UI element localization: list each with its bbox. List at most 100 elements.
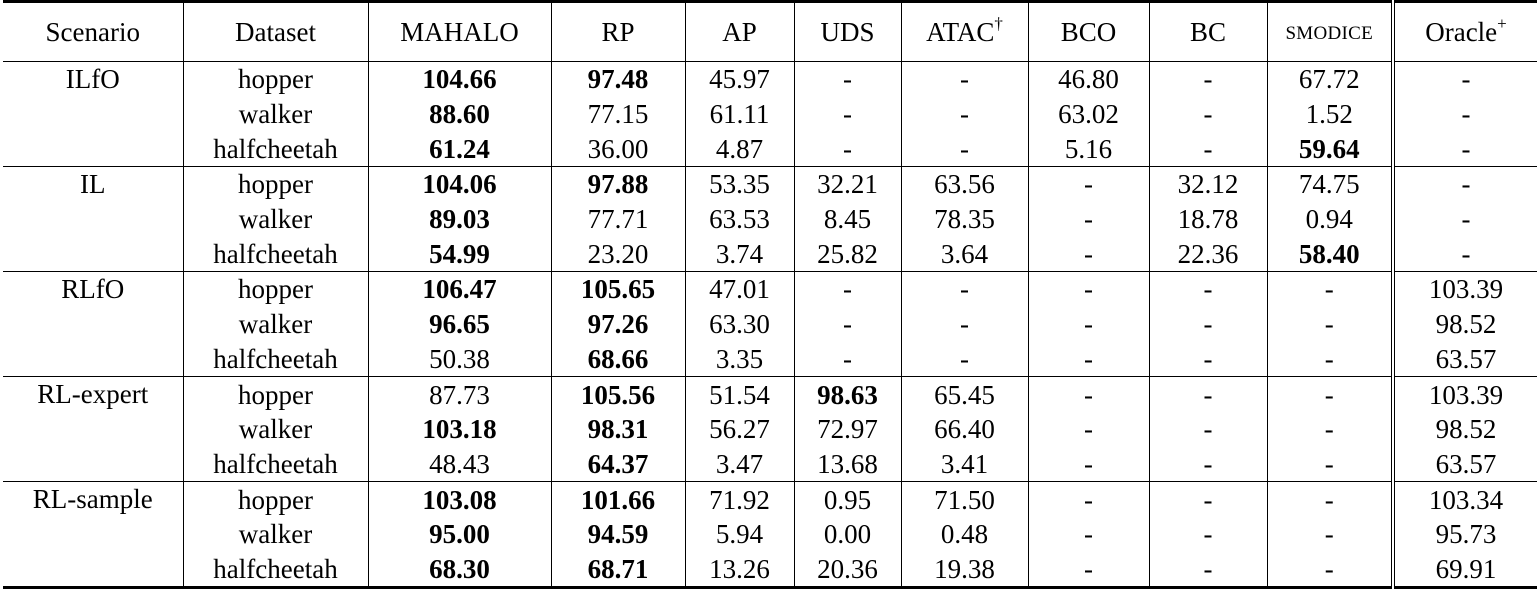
ap-cell: 3.35 bbox=[684, 341, 794, 377]
mahalo-best-value: 103.08 bbox=[422, 484, 497, 515]
dataset-cell: walker bbox=[182, 96, 368, 132]
results-table: Scenario Dataset MAHALO RP AP UDS ATAC† … bbox=[3, 0, 1537, 589]
scenario-cell: IL bbox=[3, 166, 183, 202]
smodice-cell: - bbox=[1266, 551, 1393, 588]
mahalo-cell: 104.06 bbox=[367, 166, 551, 202]
bc-cell: 32.12 bbox=[1148, 166, 1267, 202]
uds-cell: 32.21 bbox=[793, 166, 901, 202]
mahalo-cell: 87.73 bbox=[367, 376, 551, 412]
dataset-cell: walker bbox=[182, 516, 368, 552]
oracle-cell: 63.57 bbox=[1391, 341, 1537, 377]
ap-cell: 13.26 bbox=[684, 551, 794, 588]
dataset-cell: hopper bbox=[182, 376, 368, 412]
dagger-mark: † bbox=[994, 14, 1003, 33]
mahalo-cell: 50.38 bbox=[367, 341, 551, 377]
scenario-cell bbox=[3, 552, 183, 588]
plus-mark: + bbox=[1497, 14, 1507, 33]
mahalo-best-value: 88.60 bbox=[429, 99, 490, 130]
dataset-cell: hopper bbox=[182, 271, 368, 307]
atac-cell: 19.38 bbox=[900, 551, 1028, 588]
rp-cell: 101.66 bbox=[550, 481, 685, 517]
mahalo-best-value: 68.30 bbox=[429, 553, 490, 584]
bco-cell: 63.02 bbox=[1027, 96, 1149, 132]
oracle-cell: 103.39 bbox=[1391, 376, 1537, 412]
uds-cell: - bbox=[793, 306, 901, 342]
bc-cell: - bbox=[1148, 481, 1267, 517]
rp-cell: 36.00 bbox=[550, 131, 685, 167]
rp-cell: 97.26 bbox=[550, 306, 685, 342]
table-row: halfcheetah 48.43 64.37 3.47 13.68 3.41- - -63.… bbox=[3, 446, 1537, 482]
uds-cell: 98.63 bbox=[793, 376, 901, 412]
smodice-best-value: 58.40 bbox=[1298, 238, 1360, 269]
rp-cell: 77.15 bbox=[550, 96, 685, 132]
dataset-cell: hopper bbox=[182, 166, 368, 202]
bco-cell: - bbox=[1027, 376, 1149, 412]
smodice-cell: 58.40 bbox=[1266, 236, 1393, 272]
oracle-cell: 103.34 bbox=[1391, 481, 1537, 517]
oracle-cell: - bbox=[1391, 60, 1537, 97]
atac-cell: 78.35 bbox=[900, 201, 1028, 237]
header-uds: UDS bbox=[793, 1, 901, 62]
atac-cell: - bbox=[900, 131, 1028, 167]
dataset-cell: halfcheetah bbox=[182, 341, 368, 377]
rp-cell: 68.66 bbox=[550, 341, 685, 377]
bco-cell: - bbox=[1027, 271, 1149, 307]
scenario-cell bbox=[3, 517, 183, 552]
rp-best-value: 97.26 bbox=[587, 309, 649, 340]
bc-cell: - bbox=[1148, 306, 1267, 342]
atac-cell: 71.50 bbox=[900, 481, 1028, 517]
table-row: walker 95.00 94.59 5.94 0.00 0.48- - -95.73 bbox=[3, 516, 1537, 552]
bc-cell: - bbox=[1148, 271, 1267, 307]
uds-cell: - bbox=[793, 271, 901, 307]
atac-cell: - bbox=[900, 341, 1028, 377]
table-row: walker 103.18 98.31 56.27 72.97 66.40- - -98.52 bbox=[3, 411, 1537, 447]
mahalo-cell: 54.99 bbox=[367, 236, 551, 272]
table-row: walker 89.03 77.71 63.53 8.45 78.35-18.78 0.94… bbox=[3, 201, 1537, 237]
bco-cell: - bbox=[1027, 446, 1149, 482]
smodice-cell: - bbox=[1266, 376, 1393, 412]
scenario-cell bbox=[3, 307, 183, 342]
smodice-cell: 1.52 bbox=[1266, 96, 1393, 132]
mahalo-cell: 103.08 bbox=[367, 481, 551, 517]
mahalo-best-value: 54.99 bbox=[429, 238, 490, 269]
uds-cell: - bbox=[793, 96, 901, 132]
atac-cell: 63.56 bbox=[900, 166, 1028, 202]
rp-best-value: 105.65 bbox=[580, 274, 656, 305]
bco-cell: - bbox=[1027, 516, 1149, 552]
bc-cell: 18.78 bbox=[1148, 201, 1267, 237]
mahalo-best-value: 103.18 bbox=[422, 414, 497, 445]
mahalo-best-value: 89.03 bbox=[429, 204, 490, 235]
ap-cell: 56.27 bbox=[684, 411, 794, 447]
dataset-cell: walker bbox=[182, 411, 368, 447]
rp-cell: 97.88 bbox=[550, 166, 685, 202]
scenario-cell bbox=[3, 412, 183, 447]
rp-best-value: 68.66 bbox=[587, 343, 649, 374]
header-smodice: SMODICE bbox=[1266, 1, 1393, 62]
mahalo-cell: 106.47 bbox=[367, 271, 551, 307]
uds-cell: 0.95 bbox=[793, 481, 901, 517]
table-row: ILfO hopper 104.66 97.48 45.97- -46.80-67.72- bbox=[3, 60, 1537, 97]
oracle-cell: - bbox=[1391, 96, 1537, 132]
rp-best-value: 105.56 bbox=[580, 379, 656, 410]
header-oracle-label: Oracle bbox=[1425, 17, 1498, 47]
table-row: halfcheetah 50.38 68.66 3.35- - - - -63.57 bbox=[3, 341, 1537, 377]
table-row: halfcheetah 54.99 23.20 3.74 25.82 3.64-22.36… bbox=[3, 236, 1537, 272]
atac-cell: 0.48 bbox=[900, 516, 1028, 552]
mahalo-cell: 61.24 bbox=[367, 131, 551, 167]
rp-best-value: 101.66 bbox=[580, 484, 656, 515]
smodice-cell: - bbox=[1266, 516, 1393, 552]
oracle-cell: 103.39 bbox=[1391, 271, 1537, 307]
smodice-cell: 0.94 bbox=[1266, 201, 1393, 237]
table-row: walker 96.65 97.26 63.30- - - - -98.52 bbox=[3, 306, 1537, 342]
header-scenario: Scenario bbox=[3, 1, 183, 62]
scenario-cell bbox=[3, 236, 183, 271]
atac-cell: - bbox=[900, 96, 1028, 132]
ap-cell: 63.53 bbox=[684, 201, 794, 237]
rp-cell: 68.71 bbox=[550, 551, 685, 588]
header-bc: BC bbox=[1148, 1, 1267, 62]
atac-cell: 65.45 bbox=[900, 376, 1028, 412]
rp-cell: 98.31 bbox=[550, 411, 685, 447]
rp-cell: 94.59 bbox=[550, 516, 685, 552]
oracle-cell: - bbox=[1391, 201, 1537, 237]
mahalo-best-value: 95.00 bbox=[429, 519, 490, 550]
